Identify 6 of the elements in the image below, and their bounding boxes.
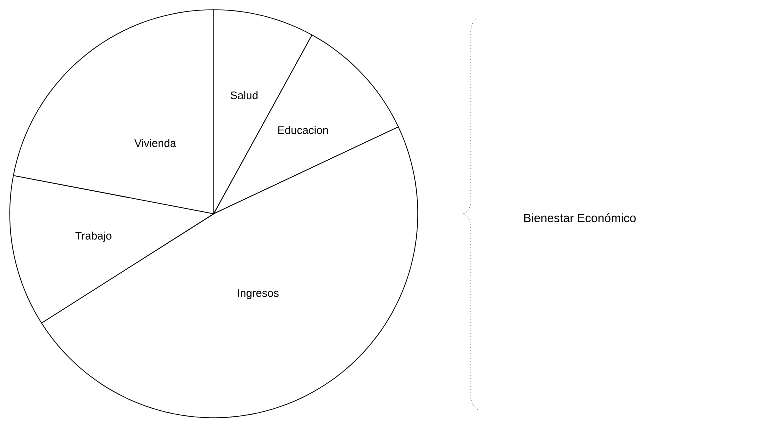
slice-label: Salud <box>230 91 258 100</box>
text: Bienestar Económico <box>524 214 636 222</box>
slice-label: Educacion <box>278 126 328 134</box>
slice-label: Trabajo <box>76 232 112 242</box>
slice-label: Vivienda <box>134 139 176 148</box>
slice-label: Ingresos <box>238 290 279 300</box>
